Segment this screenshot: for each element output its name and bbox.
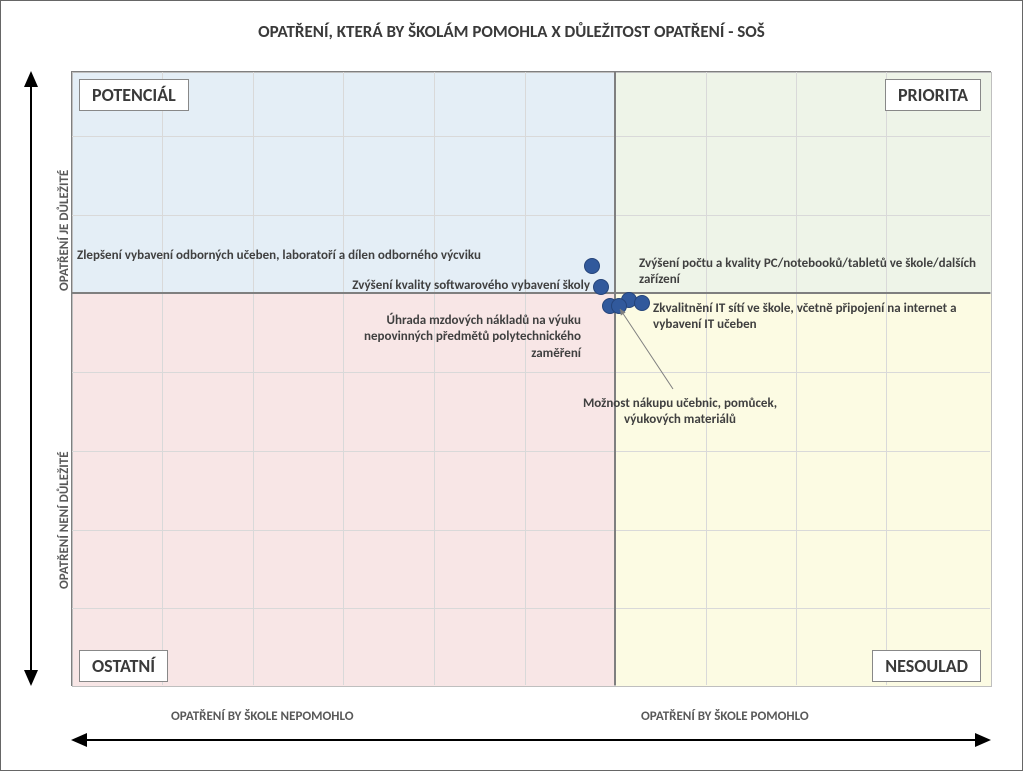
data-label: Úhrada mzdových nákladů na výuku nepovin… bbox=[361, 313, 581, 362]
gridline-horizontal bbox=[72, 215, 990, 216]
data-label: Možnost nákupu učebnic, pomůcek, výukový… bbox=[570, 396, 790, 429]
x-axis-label-left: OPATŘENÍ BY ŠKOLE NEPOMOHLO bbox=[171, 709, 354, 724]
data-label: Zkvalitnění IT sítí ve škole, včetně při… bbox=[653, 301, 973, 334]
y-axis-label-upper: OPATŘENÍ JE DŮLEŽITÉ bbox=[57, 170, 72, 291]
gridline-horizontal bbox=[72, 608, 990, 609]
quadrant-label-bottom_left: OSTATNÍ bbox=[79, 650, 168, 682]
gridline-horizontal bbox=[72, 136, 990, 137]
gridline-vertical bbox=[162, 72, 163, 685]
gridline-vertical bbox=[706, 72, 707, 685]
quadrant-bottom_right bbox=[615, 293, 992, 687]
quadrant-label-top_right: PRIORITA bbox=[885, 79, 981, 111]
x-axis-label-right: OPATŘENÍ BY ŠKOLE POMOHLO bbox=[641, 709, 809, 724]
y-axis-arrow bbox=[16, 71, 46, 686]
chart-container: OPATŘENÍ, KTERÁ BY ŠKOLÁM POMOHLA X DŮLE… bbox=[0, 0, 1023, 771]
x-axis-arrow bbox=[71, 725, 991, 755]
gridline-horizontal bbox=[72, 372, 990, 373]
gridline-vertical bbox=[525, 72, 526, 685]
data-label: Zlepšení vybavení odborných učeben, labo… bbox=[77, 248, 607, 264]
gridline-vertical bbox=[434, 72, 435, 685]
gridline-vertical bbox=[796, 72, 797, 685]
gridline-vertical bbox=[253, 72, 254, 685]
quadrant-label-top_left: POTENCIÁL bbox=[79, 79, 189, 111]
data-point bbox=[593, 279, 609, 295]
y-axis-label-lower: OPATŘENÍ NENÍ DŮLEŽITÉ bbox=[57, 451, 72, 589]
data-point bbox=[611, 298, 627, 314]
data-label: Zvýšení kvality softwarového vybavení šk… bbox=[260, 278, 590, 294]
chart-title: OPATŘENÍ, KTERÁ BY ŠKOLÁM POMOHLA X DŮLE… bbox=[1, 21, 1022, 42]
split-line-vertical bbox=[614, 72, 616, 685]
gridline-horizontal bbox=[72, 530, 990, 531]
gridline-vertical bbox=[343, 72, 344, 685]
gridline-horizontal bbox=[72, 451, 990, 452]
plot-area bbox=[71, 71, 991, 686]
gridline-vertical bbox=[886, 72, 887, 685]
data-label: Zvýšení počtu a kvality PC/notebooků/tab… bbox=[639, 256, 979, 289]
data-point bbox=[634, 295, 650, 311]
quadrant-label-bottom_right: NESOULAD bbox=[872, 650, 981, 682]
